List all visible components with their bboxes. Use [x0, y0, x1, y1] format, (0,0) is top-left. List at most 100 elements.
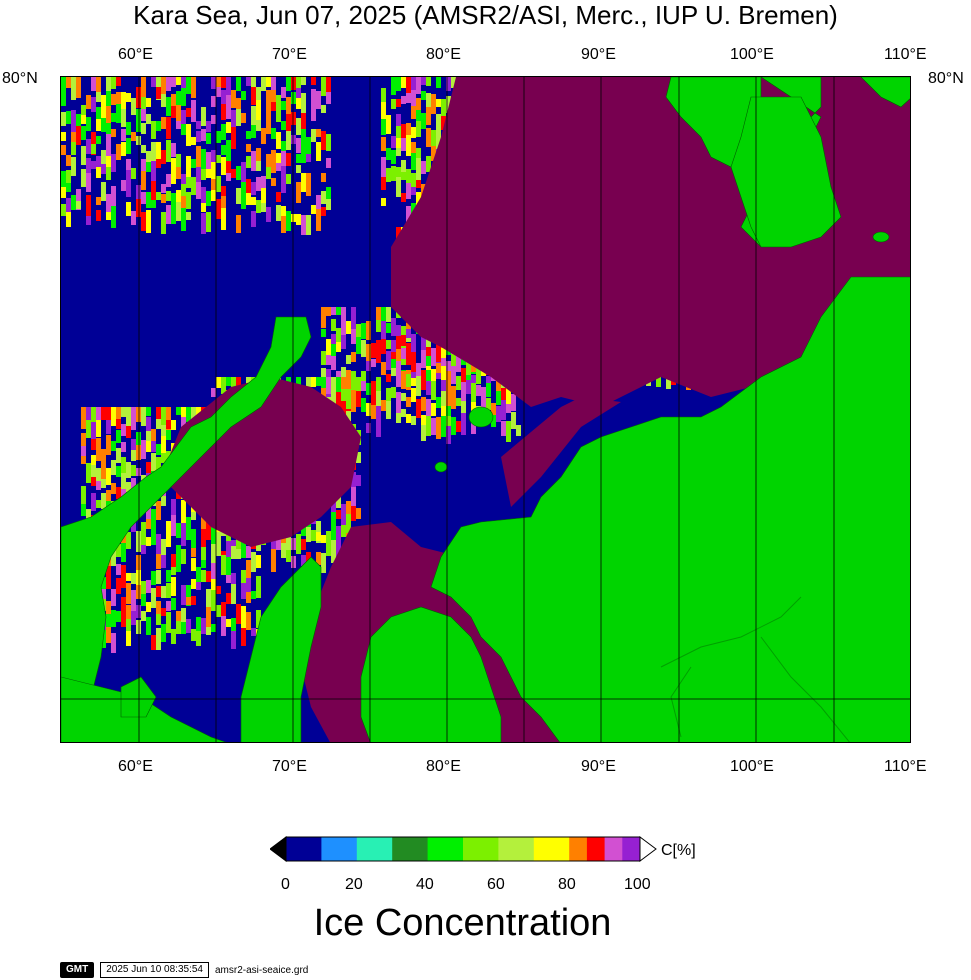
- ice-cell: [111, 154, 116, 172]
- ice-cell: [91, 477, 96, 486]
- ice-cell: [316, 532, 321, 541]
- ice-cell: [476, 366, 481, 384]
- ice-cell: [271, 549, 276, 572]
- ice-cell: [276, 132, 281, 149]
- ice-cell: [186, 108, 191, 117]
- ice-cell: [381, 88, 386, 111]
- ice-cell: [141, 145, 146, 153]
- ice-cell: [141, 77, 146, 97]
- ice-cell: [96, 197, 101, 205]
- ice-cell: [341, 307, 346, 318]
- ice-cell: [76, 114, 81, 126]
- ice-cell: [221, 104, 226, 120]
- ice-cell: [116, 77, 121, 86]
- ice-cell: [176, 121, 181, 129]
- ice-cell: [186, 517, 191, 540]
- ice-cell: [406, 183, 411, 199]
- ice-cell: [206, 169, 211, 178]
- ice-cell: [101, 150, 106, 173]
- ice-cell: [161, 184, 166, 193]
- ice-cell: [121, 109, 126, 127]
- ice-cell: [151, 161, 156, 181]
- ice-cell: [396, 413, 401, 423]
- ice-cell: [261, 188, 266, 206]
- ice-cell: [241, 182, 246, 201]
- ice-cell: [146, 462, 151, 478]
- ice-cell: [211, 544, 216, 563]
- ice-cell: [221, 196, 226, 209]
- colorbar-bin: [427, 837, 464, 861]
- ice-cell: [146, 114, 151, 124]
- ice-cell: [206, 121, 211, 132]
- ice-cell: [341, 401, 346, 415]
- ice-cell: [421, 350, 426, 368]
- ice-cell: [321, 77, 326, 96]
- ice-cell: [156, 501, 161, 520]
- ice-cell: [121, 92, 126, 113]
- ice-cell: [321, 329, 326, 337]
- ice-cell: [231, 169, 236, 178]
- ice-cell: [286, 174, 291, 184]
- ice-cell: [431, 348, 436, 366]
- ice-cell: [406, 329, 411, 338]
- bottom-lon-label: 90°E: [581, 758, 616, 775]
- ice-cell: [271, 538, 276, 555]
- ice-cell: [401, 96, 406, 104]
- ice-cell: [61, 145, 66, 155]
- ice-cell: [426, 77, 431, 86]
- ice-cell: [281, 216, 286, 233]
- ice-cell: [116, 448, 121, 463]
- ice-cell: [376, 340, 381, 363]
- ice-cell: [456, 376, 461, 390]
- ice-cell: [166, 570, 171, 582]
- ice-cell: [346, 514, 351, 533]
- ice-cell: [246, 179, 251, 194]
- ice-cell: [436, 417, 441, 439]
- ice-cell: [146, 537, 151, 546]
- ice-cell: [421, 113, 426, 129]
- ice-cell: [196, 167, 201, 184]
- ice-cell: [161, 94, 166, 107]
- gmt-logo: GMT: [60, 962, 95, 978]
- ice-cell: [271, 178, 276, 186]
- ice-cell: [231, 618, 236, 636]
- ice-cell: [166, 191, 171, 201]
- ice-cell: [391, 77, 396, 95]
- ice-cell: [121, 473, 126, 489]
- ice-cell: [391, 136, 396, 148]
- map-svg: [61, 77, 910, 742]
- ice-cell: [656, 372, 661, 387]
- ice-cell: [96, 119, 101, 131]
- ice-cell: [286, 114, 291, 134]
- ice-cell: [386, 307, 391, 322]
- ice-cell: [376, 320, 381, 332]
- ice-cell: [176, 555, 181, 572]
- ice-cell: [131, 168, 136, 179]
- ice-cell: [356, 508, 361, 519]
- ice-cell: [141, 440, 146, 459]
- ice-cell: [96, 468, 101, 486]
- ice-cell: [251, 87, 256, 105]
- ice-cell: [346, 321, 351, 334]
- ice-cell: [411, 90, 416, 106]
- ice-cell: [311, 205, 316, 214]
- ice-cell: [71, 77, 76, 92]
- ice-cell: [141, 594, 146, 606]
- ice-cell: [266, 207, 271, 222]
- ice-cell: [141, 171, 146, 190]
- ice-cell: [206, 133, 211, 144]
- ice-cell: [331, 512, 336, 535]
- ice-cell: [496, 406, 501, 422]
- ice-cell: [96, 420, 101, 437]
- colorbar-tick-label: 60: [487, 876, 505, 893]
- ice-cell: [326, 187, 331, 202]
- ice-cell: [281, 121, 286, 130]
- ice-cell: [126, 407, 131, 430]
- ice-cell: [176, 523, 181, 538]
- ice-cell: [101, 493, 106, 509]
- ice-cell: [161, 555, 166, 568]
- colorbar-title: Ice Concentration: [313, 902, 612, 944]
- ice-cell: [171, 77, 176, 87]
- ice-cell: [86, 173, 91, 192]
- ice-cell: [161, 453, 166, 463]
